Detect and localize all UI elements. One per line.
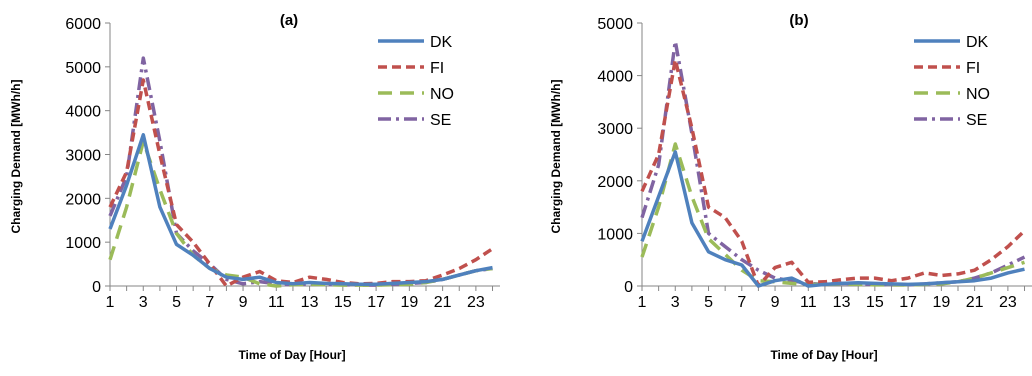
x-tick-label: 17 bbox=[367, 294, 385, 311]
x-tick-label: 21 bbox=[966, 294, 984, 311]
legend-label-se: SE bbox=[966, 112, 987, 129]
x-tick-label: 19 bbox=[400, 294, 418, 311]
y-axis-label: Charging Demand [MWh/h] bbox=[549, 80, 563, 234]
x-tick-label: 7 bbox=[737, 294, 746, 311]
legend-label-se: SE bbox=[430, 112, 451, 129]
x-tick-label: 17 bbox=[899, 294, 917, 311]
chart-panel-a: 0 1000 2000 3000 4000 5000 6000 1 3 5 7 9 11 13 15 17 19… bbox=[9, 12, 500, 362]
y-tick-label: 6000 bbox=[65, 16, 101, 33]
y-tick-label: 1000 bbox=[597, 226, 633, 243]
legend-label-dk: DK bbox=[966, 34, 989, 51]
legend-label-fi: FI bbox=[966, 60, 980, 77]
x-tick-label: 23 bbox=[999, 294, 1017, 311]
y-tick-label: 2000 bbox=[597, 174, 633, 191]
chart-title: (a) bbox=[280, 12, 298, 29]
x-axis-label: Time of Day [Hour] bbox=[238, 348, 345, 362]
x-tick-label: 21 bbox=[434, 294, 452, 311]
x-tick-label: 5 bbox=[704, 294, 713, 311]
series-line-fi bbox=[640, 58, 1026, 288]
x-tick-label: 1 bbox=[106, 294, 115, 311]
y-tick-label: 2000 bbox=[65, 191, 101, 208]
y-tick-label: 1000 bbox=[65, 235, 101, 252]
x-tick-label: 11 bbox=[800, 294, 817, 311]
y-axis-label: Charging Demand [MWh/h] bbox=[9, 80, 23, 234]
chart-title: (b) bbox=[789, 12, 808, 29]
x-tick-label: 19 bbox=[932, 294, 950, 311]
x-tick-label: 13 bbox=[301, 294, 319, 311]
x-tick-label: 5 bbox=[172, 294, 181, 311]
y-tick-label: 4000 bbox=[65, 104, 101, 121]
legend-label-no: NO bbox=[430, 86, 454, 103]
x-tick-label: 3 bbox=[671, 294, 680, 311]
y-tick-label: 3000 bbox=[597, 121, 633, 138]
series-line-no bbox=[108, 139, 493, 288]
legend-label-fi: FI bbox=[430, 60, 444, 77]
series-line-dk bbox=[108, 133, 493, 286]
y-tick-label: 5000 bbox=[65, 60, 101, 77]
y-tick-label: 5000 bbox=[597, 16, 633, 33]
x-tick-label: 7 bbox=[205, 294, 214, 311]
x-axis-label: Time of Day [Hour] bbox=[770, 348, 877, 362]
x-tick-label: 3 bbox=[139, 294, 148, 311]
x-tick-label: 15 bbox=[866, 294, 884, 311]
x-tick-label: 15 bbox=[334, 294, 352, 311]
x-tick-label: 13 bbox=[833, 294, 851, 311]
series-line-fi bbox=[108, 78, 494, 288]
legend-label-dk: DK bbox=[430, 34, 453, 51]
legend-label-no: NO bbox=[966, 86, 990, 103]
y-tick-label: 0 bbox=[624, 279, 633, 296]
x-tick-label: 11 bbox=[268, 294, 285, 311]
x-tick-label: 9 bbox=[239, 294, 248, 311]
chart-panel-b: 0 1000 2000 3000 4000 5000 1 3 5 7 9 11 13 15 17 19 21 23… bbox=[530, 0, 1032, 376]
x-tick-label: 9 bbox=[771, 294, 780, 311]
x-tick-label: 23 bbox=[467, 294, 485, 311]
y-tick-label: 0 bbox=[92, 279, 101, 296]
y-tick-label: 4000 bbox=[597, 69, 633, 86]
x-tick-label: 1 bbox=[638, 294, 647, 311]
series-line-dk bbox=[640, 150, 1025, 288]
y-tick-label: 3000 bbox=[65, 148, 101, 165]
